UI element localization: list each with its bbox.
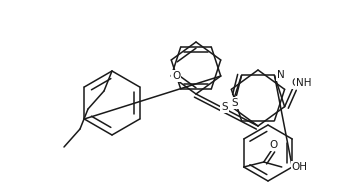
Text: NH: NH (296, 78, 312, 88)
Text: S: S (231, 98, 238, 108)
Text: N: N (276, 70, 284, 80)
Text: OH: OH (292, 162, 308, 172)
Text: O: O (291, 78, 300, 88)
Text: O: O (172, 71, 181, 81)
Text: O: O (270, 140, 278, 150)
Text: S: S (221, 102, 228, 112)
